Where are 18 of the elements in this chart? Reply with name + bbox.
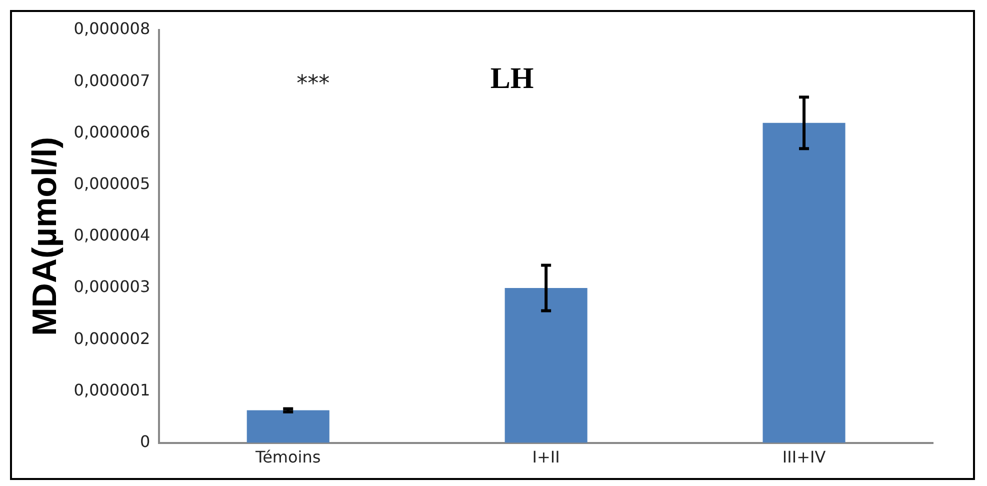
y-tick-label: 0,000008 bbox=[74, 19, 150, 38]
x-tick-label: I+II bbox=[532, 448, 560, 467]
annotation: *** bbox=[296, 72, 330, 97]
bar bbox=[762, 122, 846, 443]
text: LH bbox=[490, 62, 534, 95]
y-tick-label: 0,000005 bbox=[74, 174, 150, 193]
y-tick-label: 0,000004 bbox=[74, 226, 150, 245]
y-tick-label: 0 bbox=[140, 432, 150, 451]
bar bbox=[246, 410, 330, 443]
y-tick-label: 0,000001 bbox=[74, 380, 150, 400]
y-axis-title: MDA(µmol/l) bbox=[26, 136, 64, 336]
y-tick-label: 0,000003 bbox=[74, 277, 150, 296]
x-tick-label: Témoins bbox=[254, 448, 321, 467]
x-tick-label: III+IV bbox=[782, 448, 826, 467]
y-tick-label: 0,000007 bbox=[74, 70, 150, 90]
y-tick-label: 0,000006 bbox=[74, 122, 150, 142]
bar bbox=[504, 288, 588, 443]
y-tick-label: 0,000002 bbox=[74, 328, 150, 348]
